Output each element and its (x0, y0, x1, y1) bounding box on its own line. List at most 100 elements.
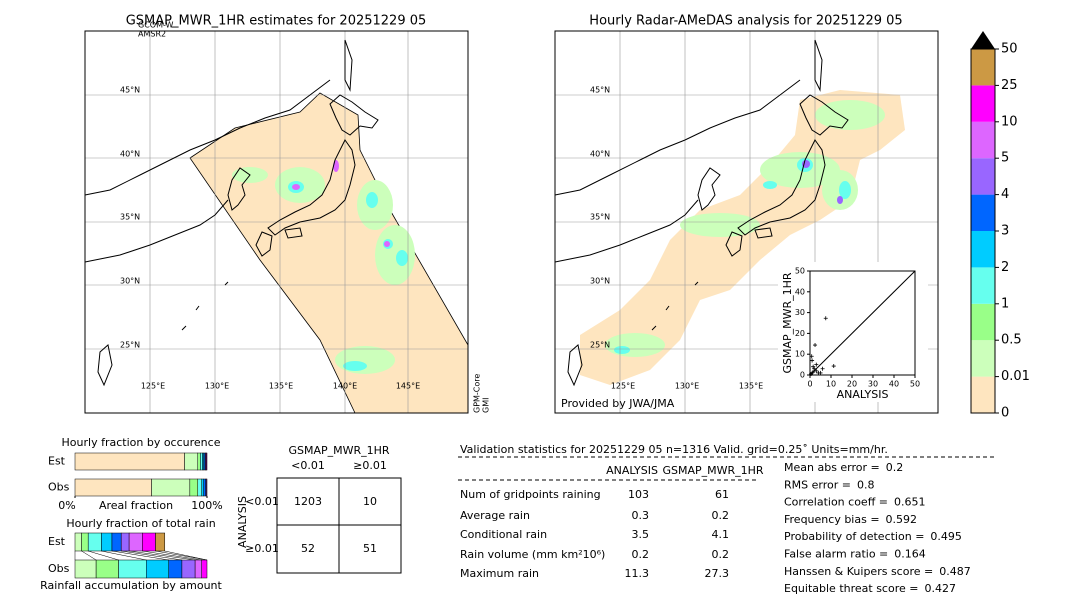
connector (164, 550, 208, 561)
bar-segment (201, 559, 208, 579)
lat-label: 45°N (120, 86, 140, 95)
stat-value: 27.3 (705, 567, 730, 580)
bar-segment (120, 532, 130, 552)
point (810, 358, 815, 363)
bar-segment (101, 532, 113, 552)
bar-segment (142, 532, 156, 552)
left-map: GSMAP_MWR_1HR estimates for 20251229 05 … (84, 14, 491, 414)
point (831, 364, 836, 369)
bar-segment (81, 532, 89, 552)
column-head: GSMAP_MWR_1HR (662, 464, 763, 477)
lon-label: 135°E (269, 382, 293, 391)
y-tick-label: 50 (795, 267, 805, 276)
stat-value: 0.2 (632, 548, 650, 561)
point (813, 343, 818, 348)
score-value: 0.487 (939, 565, 971, 578)
colorbar-segment (971, 340, 995, 377)
lat-label: 40°N (590, 150, 610, 159)
map-title: GSMAP_MWR_1HR estimates for 20251229 05 (126, 14, 427, 29)
lat-label: 35°N (590, 213, 610, 222)
lon-label: 125°E (611, 382, 635, 391)
bar-segment (74, 559, 97, 579)
lon-label: 135°E (739, 382, 763, 391)
column-head: ANALYSIS (606, 464, 658, 477)
lat-label: 35°N (120, 213, 140, 222)
row-label: Average rain (460, 509, 530, 522)
bar-segment (146, 559, 169, 579)
point (820, 366, 825, 371)
row-label: Maximum rain (460, 567, 539, 580)
colorbar-label: 25 (1001, 78, 1018, 93)
lon-label: 140°E (333, 382, 357, 391)
x-axis-label: ANALYSIS (837, 388, 889, 401)
bar-segment (200, 452, 203, 471)
point (814, 368, 819, 373)
colorbar-label: 2 (1001, 260, 1009, 275)
lon-label: 130°E (205, 382, 229, 391)
colorbar-segment (971, 121, 995, 159)
connector (155, 550, 208, 561)
sensor-label: GCOM-W (138, 21, 174, 30)
lat-label: 30°N (120, 277, 140, 286)
colorbar-segment (971, 267, 995, 304)
score: Equitable threat score = 0.427 (784, 582, 956, 595)
credit: Provided by JWA/JMA (561, 397, 675, 410)
x-tick-label: 30 (868, 380, 878, 389)
y-tick-label: 40 (795, 287, 805, 296)
connector (121, 550, 182, 561)
x-tick-label: 0% (58, 499, 75, 512)
bar-segment (206, 452, 208, 471)
colorbar-segment (971, 158, 995, 195)
table-title: GSMAP_MWR_1HR (288, 444, 389, 457)
score-value: 0.2 (886, 461, 904, 474)
score: False alarm ratio = 0.164 (784, 548, 926, 561)
bar-segment (74, 532, 82, 552)
row-label: Conditional rain (460, 528, 547, 541)
score-label: Frequency bias = (784, 513, 880, 526)
y-tick-label: 20 (795, 329, 805, 338)
x-tick-label: 0 (807, 380, 812, 389)
bar-segment (128, 532, 143, 552)
colorbar-segment (971, 376, 995, 413)
connector (111, 550, 169, 561)
connector (81, 550, 97, 561)
bar-segment (184, 452, 199, 471)
sensor-label: AMSR2 (138, 30, 166, 39)
point (814, 362, 819, 367)
lat-label: 25°N (590, 341, 610, 350)
category-label: Est (48, 455, 66, 468)
x-tick-label: 100% (191, 499, 222, 512)
cell: 51 (363, 542, 377, 555)
lat-label: 30°N (590, 277, 610, 286)
bar-segment (95, 559, 119, 579)
diagonal (809, 270, 916, 376)
score-value: 0.495 (930, 530, 962, 543)
y-axis-label: GSMAP_MWR_1HR (781, 272, 794, 373)
connector (129, 550, 196, 561)
score-value: 0.651 (894, 496, 926, 509)
lat-label: 40°N (120, 150, 140, 159)
score: Mean abs error = 0.2 (784, 461, 903, 474)
stat-value: 11.3 (625, 567, 650, 580)
x-tick-label: 50 (910, 380, 920, 389)
sensor-label: GMI (482, 398, 491, 413)
colorbar-segment (971, 303, 995, 341)
colorbar-extend (971, 31, 995, 49)
bar-segment (206, 478, 208, 497)
colorbar-label: 0.01 (1001, 369, 1030, 384)
lon-label: 145°E (396, 382, 420, 391)
bar-segment (189, 478, 199, 497)
score-label: Probability of detection = (784, 530, 924, 543)
lat-label: 25°N (120, 341, 140, 350)
stat-value: 61 (715, 488, 729, 501)
score-label: RMS error = (784, 478, 851, 491)
bar-segment (168, 559, 183, 579)
bar-segment (201, 478, 204, 497)
score: Hanssen & Kuipers score = 0.487 (784, 565, 971, 578)
bar-segment (197, 452, 201, 471)
colorbar-label: 3 (1001, 224, 1009, 239)
cell: 10 (363, 495, 377, 508)
lon-label: 130°E (675, 382, 699, 391)
bar-segment (203, 478, 206, 497)
